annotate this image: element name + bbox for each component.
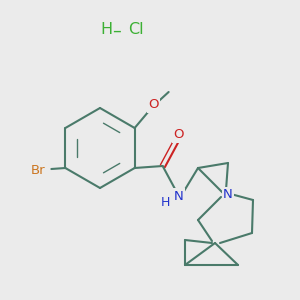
Text: Cl: Cl: [128, 22, 144, 37]
Text: N: N: [223, 188, 233, 202]
Text: O: O: [173, 128, 184, 142]
Text: –: –: [112, 22, 121, 40]
Text: H: H: [100, 22, 112, 37]
Text: H: H: [161, 196, 170, 208]
Text: N: N: [174, 190, 184, 202]
Text: Br: Br: [31, 164, 46, 176]
Text: O: O: [148, 98, 159, 112]
